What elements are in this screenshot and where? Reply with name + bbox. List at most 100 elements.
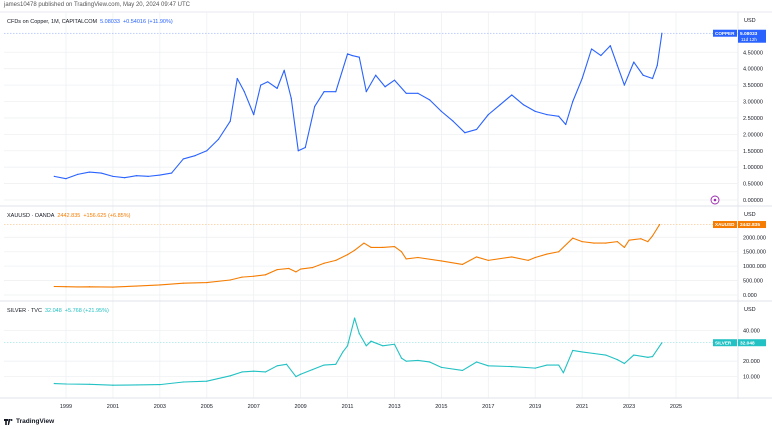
- series-badge-label: SILVER: [715, 340, 732, 345]
- y-tick-label: 1.00000: [743, 165, 763, 171]
- copper-data-point: [452, 120, 454, 122]
- xauusd-data-point: [135, 285, 137, 287]
- copper-data-point: [147, 175, 149, 177]
- last-price-badge: [738, 339, 766, 347]
- silver-data-point: [370, 340, 372, 342]
- y-tick-label: 0.00000: [743, 198, 763, 204]
- legend-value: 32.048: [45, 308, 62, 314]
- legend-symbol[interactable]: XAUUSD · OANDA: [7, 213, 55, 219]
- pane-legend: SILVER · TVC 32.048 +5.768 (+21.95%): [7, 308, 109, 314]
- legend-symbol[interactable]: CFDs on Copper, 1M, CAPITALCOM: [7, 19, 97, 25]
- y-tick-label: 2.00000: [743, 132, 763, 138]
- emoji-icon[interactable]: [710, 195, 720, 205]
- xauusd-data-point: [112, 286, 114, 288]
- tradingview-logo-icon: [4, 418, 13, 425]
- xauusd-data-point: [159, 284, 161, 286]
- y-tick-label: 1500.000: [743, 250, 766, 256]
- silver-data-point: [605, 354, 607, 356]
- currency-label: USD: [744, 212, 756, 218]
- copper-data-point: [253, 114, 255, 116]
- copper-data-point: [405, 92, 407, 94]
- xauusd-data-point: [346, 254, 349, 256]
- copper-data-point: [346, 53, 349, 55]
- copper-data-point: [475, 128, 478, 131]
- copper-data-point: [229, 120, 231, 122]
- silver-data-point: [346, 345, 349, 347]
- silver-data-point: [276, 365, 278, 367]
- x-tick-label: 2003: [154, 404, 166, 410]
- xauusd-data-point: [572, 237, 574, 239]
- currency-label: USD: [744, 18, 756, 24]
- silver-data-point: [562, 372, 564, 374]
- y-tick-label: 4.00000: [743, 67, 763, 73]
- copper-data-point: [135, 175, 137, 177]
- x-tick-label: 2011: [342, 404, 354, 410]
- copper-data-point: [77, 173, 79, 175]
- copper-series-line: [54, 33, 663, 180]
- copper-data-point: [358, 56, 360, 58]
- copper-data-point: [53, 175, 55, 177]
- xauusd-data-point: [640, 238, 642, 240]
- copper-data-point: [304, 146, 306, 149]
- xauusd-data-point: [88, 286, 91, 288]
- currency-label: USD: [744, 307, 756, 313]
- copper-data-point: [182, 158, 184, 160]
- copper-data-point: [534, 110, 536, 112]
- copper-data-point: [487, 114, 489, 116]
- xauusd-data-point: [647, 241, 649, 243]
- xauusd-data-point: [229, 279, 231, 281]
- last-price-badge: [738, 221, 766, 229]
- xauusd-data-point: [405, 258, 407, 260]
- xauusd-data-point: [311, 266, 313, 269]
- copper-data-point: [600, 54, 602, 57]
- series-name-badge: [713, 29, 737, 37]
- last-price-badge: [738, 29, 766, 43]
- x-tick-label: 2023: [623, 404, 635, 410]
- copper-data-point: [546, 114, 548, 116]
- pane-legend: XAUUSD · OANDA 2442.835 +156.625 (+6.85%): [7, 213, 131, 219]
- series-badge-label: XAUUSD: [715, 222, 735, 227]
- copper-data-point: [236, 77, 238, 80]
- series-name-badge: [713, 339, 737, 347]
- legend-change: +5.768 (+21.95%): [65, 308, 109, 314]
- copper-data-point: [351, 54, 353, 57]
- copper-data-point: [440, 110, 442, 112]
- pane-legend: CFDs on Copper, 1M, CAPITALCOM 5.08033 +0.…: [7, 19, 173, 25]
- x-tick-label: 2025: [670, 404, 682, 410]
- copper-data-point: [65, 178, 67, 180]
- silver-data-point: [400, 357, 403, 359]
- xauusd-data-point: [300, 268, 302, 270]
- copper-data-point: [522, 104, 525, 106]
- copper-data-point: [194, 155, 196, 157]
- last-price-label: 32.048: [740, 340, 755, 346]
- copper-data-point: [100, 172, 102, 174]
- y-tick-label: 0.000: [743, 293, 757, 299]
- xauusd-data-point: [534, 256, 536, 259]
- copper-data-point: [88, 171, 91, 173]
- copper-data-point: [565, 123, 567, 126]
- copper-data-point: [124, 177, 126, 179]
- copper-data-point: [297, 150, 299, 152]
- xauusd-series-line: [54, 224, 661, 288]
- xauusd-data-point: [253, 275, 255, 277]
- copper-data-point: [276, 87, 278, 89]
- series-badge-label: COPPER: [715, 31, 735, 36]
- silver-data-point: [65, 383, 67, 385]
- tradingview-brand[interactable]: TradingView: [4, 418, 54, 425]
- copper-data-point: [417, 92, 419, 94]
- copper-data-point: [170, 172, 173, 174]
- silver-data-point: [623, 362, 625, 365]
- copper-data-point: [267, 81, 269, 83]
- xauusd-data-point: [616, 241, 618, 243]
- copper-data-point: [464, 132, 466, 134]
- xauusd-data-point: [382, 246, 384, 249]
- copper-data-point: [393, 79, 396, 81]
- xauusd-data-point: [353, 249, 356, 251]
- x-tick-label: 2005: [201, 404, 213, 410]
- legend-symbol[interactable]: SILVER · TVC: [7, 308, 42, 314]
- xauusd-data-point: [417, 256, 419, 259]
- silver-data-point: [323, 364, 325, 366]
- y-tick-label: 20.000: [743, 359, 760, 365]
- xauusd-data-point: [623, 246, 625, 249]
- xauusd-data-point: [658, 223, 661, 226]
